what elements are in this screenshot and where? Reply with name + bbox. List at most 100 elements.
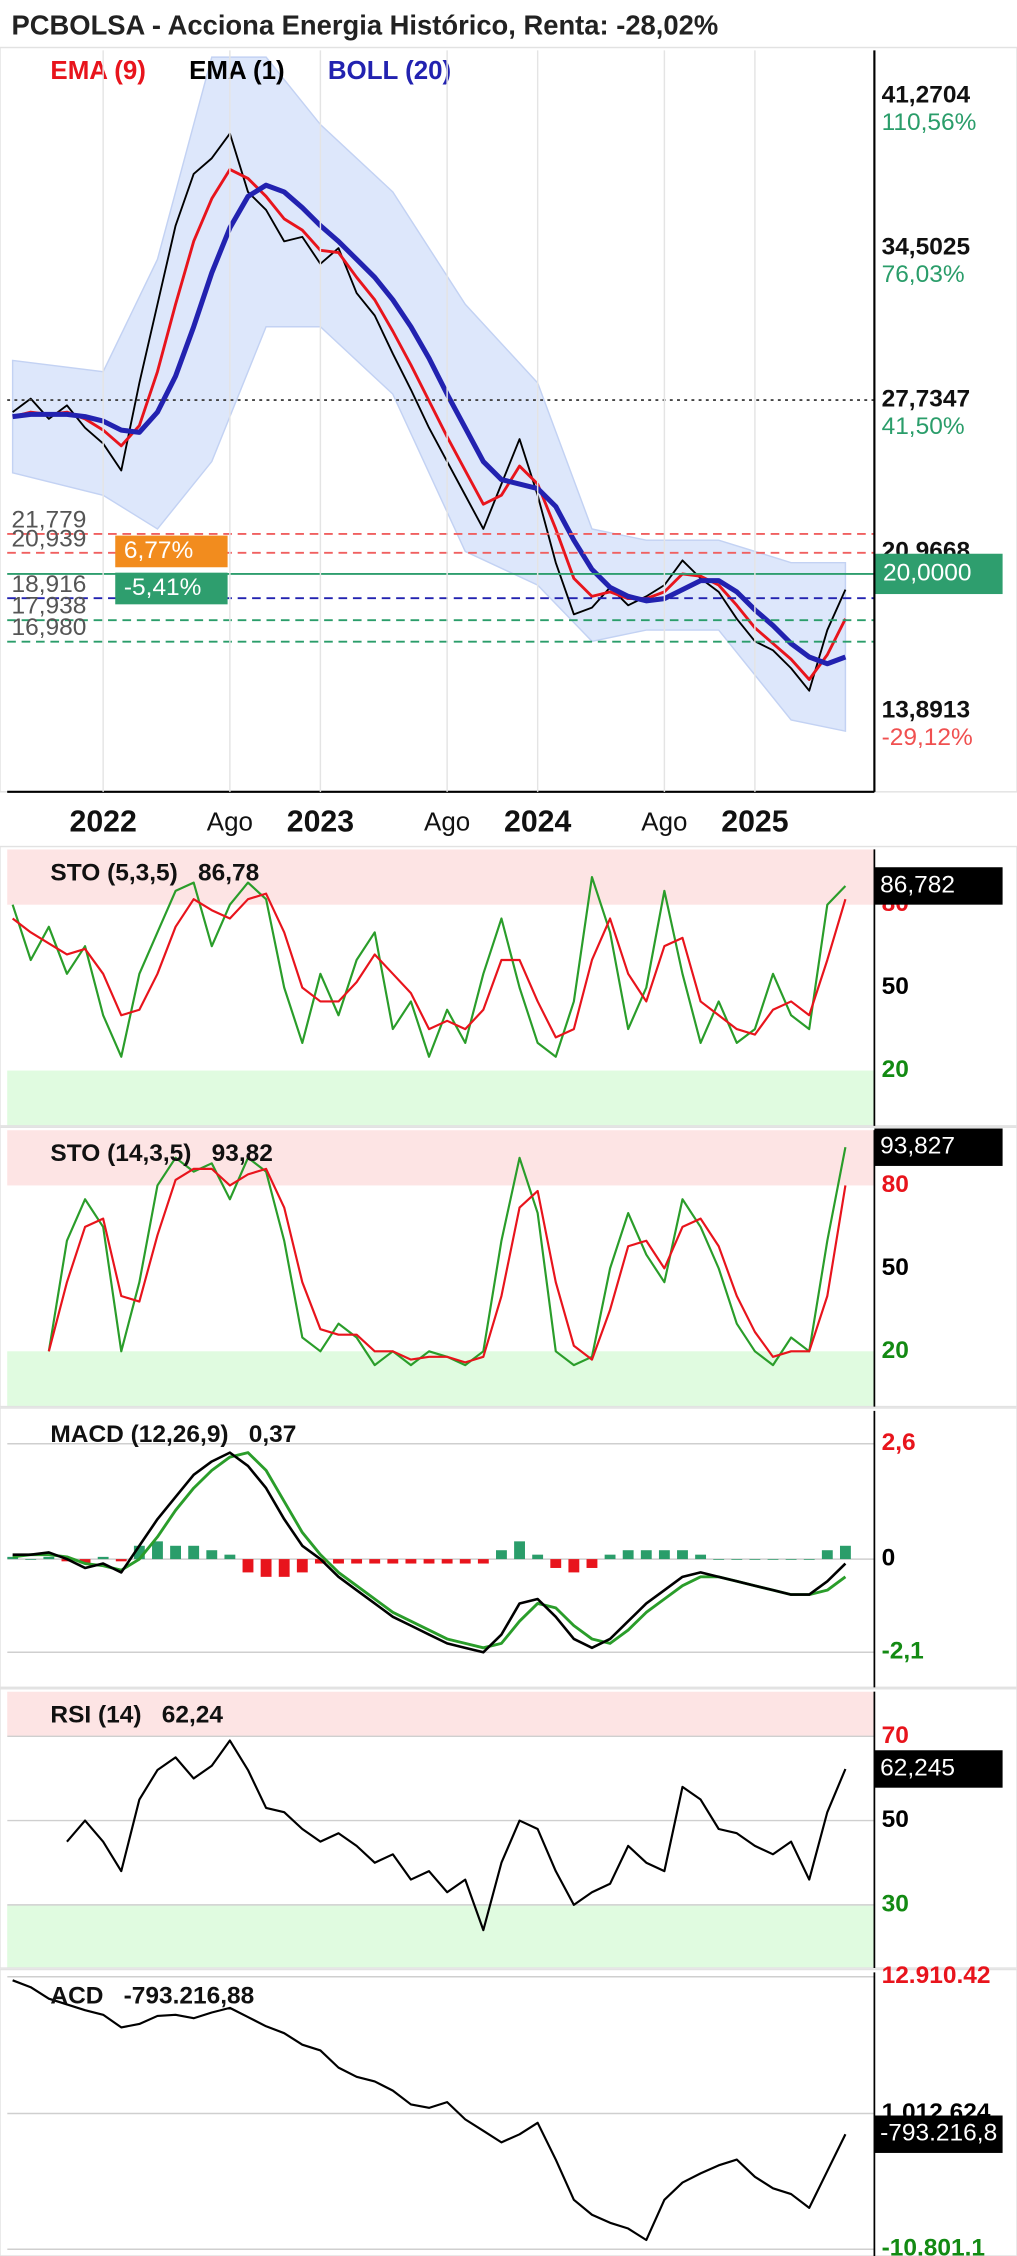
last-box bbox=[874, 867, 1003, 905]
y-tick-sub-label: 41,50% bbox=[882, 413, 965, 440]
panel-frame bbox=[0, 1407, 1017, 1689]
y-tick-label: 50 bbox=[882, 1806, 909, 1833]
histogram-bar bbox=[43, 1556, 55, 1560]
y-tick-label: 0 bbox=[882, 1545, 896, 1572]
series-line bbox=[12, 1979, 847, 2242]
legend-entry: EMA (1) bbox=[189, 57, 284, 85]
series-line bbox=[12, 182, 847, 667]
histogram-bar bbox=[224, 1554, 236, 1560]
level-label: 20,939 bbox=[12, 525, 87, 552]
histogram-bar bbox=[405, 1559, 417, 1564]
last-box bbox=[874, 2115, 1003, 2153]
x-tick-label: 2023 bbox=[287, 805, 354, 838]
histogram-bar bbox=[369, 1559, 381, 1564]
histogram-bar bbox=[206, 1550, 218, 1560]
histogram-bar bbox=[713, 1559, 725, 1560]
last-box bbox=[874, 1128, 1003, 1166]
histogram-bar bbox=[170, 1545, 182, 1560]
last-box-label: 62,245 bbox=[880, 1754, 955, 1781]
panel bbox=[7, 1130, 875, 1407]
x-tick-label: 2024 bbox=[504, 805, 571, 838]
last-box-label: 93,827 bbox=[880, 1133, 955, 1160]
histogram-bar bbox=[25, 1559, 37, 1560]
panel-header: STO (14,3,5) bbox=[50, 1140, 191, 1167]
panel-header-value: 62,24 bbox=[162, 1702, 224, 1729]
y-tick-sub-label: 76,03% bbox=[882, 261, 965, 288]
histogram-bar bbox=[496, 1550, 507, 1560]
y-tick-label: 80 bbox=[882, 1171, 909, 1198]
series-line bbox=[47, 1167, 847, 1364]
histogram-bar bbox=[314, 1559, 326, 1564]
price-tag bbox=[115, 535, 228, 568]
chart-title: PCBOLSA - Acciona Energia Histórico, Ren… bbox=[12, 10, 719, 41]
y-tick-label: 13,8913 bbox=[882, 697, 970, 724]
histogram-bar bbox=[188, 1545, 200, 1560]
histogram-bar bbox=[423, 1559, 435, 1564]
histogram-bar bbox=[115, 1559, 127, 1562]
panel bbox=[7, 1443, 875, 1654]
y-tick-label: -10.801.1 bbox=[882, 2235, 985, 2256]
histogram-bar bbox=[604, 1554, 616, 1560]
histogram-bar bbox=[622, 1550, 634, 1560]
level-label: 17,938 bbox=[12, 593, 87, 620]
histogram-bar bbox=[278, 1559, 290, 1577]
zone bbox=[7, 1351, 875, 1407]
y-tick-label: 30 bbox=[882, 1890, 909, 1917]
histogram-bar bbox=[568, 1559, 580, 1573]
price-tag-label: 6,77% bbox=[124, 537, 193, 564]
y-tick-label: 20 bbox=[882, 1056, 909, 1083]
y-tick-label: -2,1 bbox=[882, 1638, 924, 1665]
y-tick-sub-label: 110,56% bbox=[882, 109, 977, 136]
histogram-bar bbox=[839, 1545, 851, 1560]
histogram-bar bbox=[79, 1559, 91, 1564]
histogram-bar bbox=[586, 1559, 598, 1568]
x-tick-label: Ago bbox=[424, 808, 470, 836]
histogram-bar bbox=[296, 1559, 308, 1573]
last-box-label: 86,782 bbox=[880, 871, 955, 898]
histogram-bar bbox=[260, 1559, 272, 1577]
histogram-bar bbox=[821, 1550, 833, 1560]
x-tick-label: Ago bbox=[207, 808, 253, 836]
zone bbox=[7, 1691, 875, 1737]
legend-entry: EMA (9) bbox=[50, 57, 145, 85]
histogram-bar bbox=[532, 1554, 544, 1560]
histogram-bar bbox=[658, 1550, 670, 1560]
series-line bbox=[11, 892, 847, 1039]
histogram-bar bbox=[387, 1559, 399, 1564]
histogram-bar bbox=[133, 1545, 145, 1560]
histogram-bar bbox=[351, 1559, 363, 1564]
panel-frame bbox=[0, 1968, 1017, 2256]
y-tick-sub-label: -29,12% bbox=[882, 724, 973, 751]
panel-header: ACD bbox=[50, 1982, 103, 2009]
histogram-bar bbox=[677, 1550, 688, 1560]
panel-header-value: 93,82 bbox=[212, 1140, 273, 1167]
panel-header: RSI (14) bbox=[50, 1702, 141, 1729]
histogram-bar bbox=[731, 1559, 743, 1560]
panel-frame bbox=[0, 1688, 1017, 1969]
histogram-bar bbox=[242, 1559, 254, 1573]
price-tag bbox=[115, 572, 228, 605]
histogram-bar bbox=[785, 1559, 797, 1560]
zone bbox=[7, 1130, 875, 1186]
panel-frame bbox=[0, 1126, 1017, 1408]
panel-header-value: 0,37 bbox=[249, 1421, 297, 1448]
histogram-bar bbox=[459, 1559, 471, 1564]
histogram-bar bbox=[7, 1556, 19, 1560]
panel bbox=[7, 849, 875, 1126]
level-label: 16,980 bbox=[12, 614, 87, 641]
zone bbox=[7, 1070, 875, 1126]
histogram-bar bbox=[640, 1550, 652, 1560]
series-line bbox=[66, 1739, 847, 1932]
series-line bbox=[12, 1451, 847, 1650]
panel-header-value: -793.216,88 bbox=[124, 1982, 255, 2009]
last-box bbox=[874, 1750, 1003, 1788]
histogram-bar bbox=[477, 1559, 489, 1564]
y-tick-label: 12.910.42 bbox=[882, 1962, 991, 1989]
y-tick-label: 70 bbox=[882, 1722, 909, 1749]
histogram-bar bbox=[97, 1556, 109, 1560]
bollinger-band bbox=[11, 56, 847, 733]
x-tick-label: Ago bbox=[641, 808, 687, 836]
last-box-label: -793.216,8 bbox=[880, 2120, 997, 2147]
